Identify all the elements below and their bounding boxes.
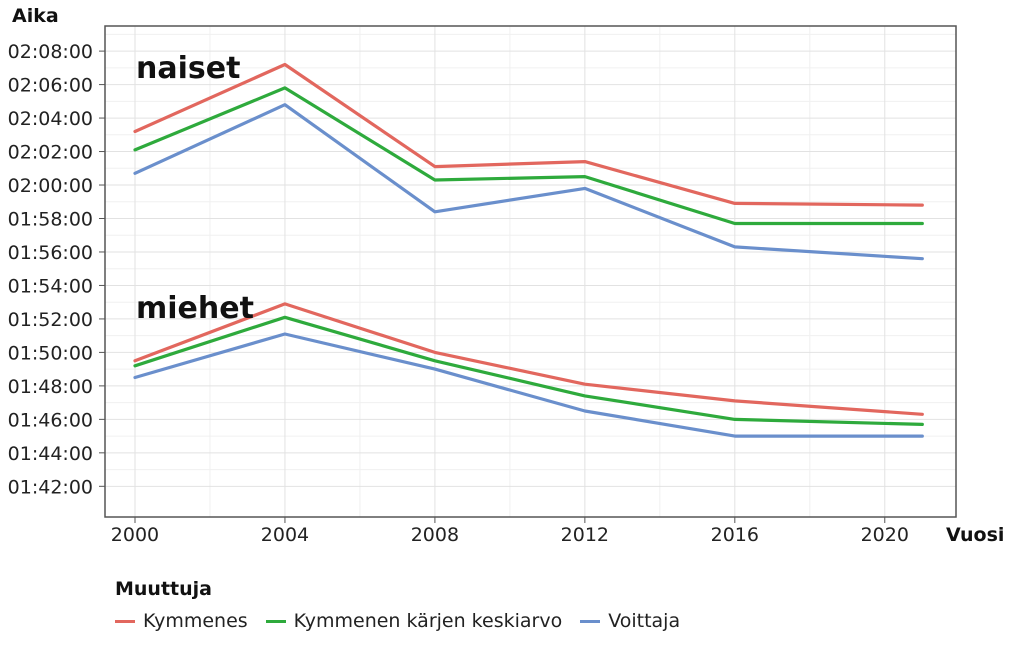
legend: Muuttuja Kymmenes Kymmenen kärjen keskia… bbox=[115, 578, 698, 632]
legend-swatch-keskiarvo bbox=[265, 619, 286, 623]
legend-swatch-voittaja bbox=[580, 619, 601, 623]
x-tick-label: 2008 bbox=[411, 524, 459, 546]
legend-item-voittaja: Voittaja bbox=[580, 610, 680, 632]
y-tick-label: 01:48:00 bbox=[8, 376, 93, 398]
legend-items: Kymmenes Kymmenen kärjen keskiarvo Voitt… bbox=[115, 610, 698, 632]
series-layer bbox=[133, 62, 924, 438]
x-axis-title: Vuosi bbox=[946, 524, 1004, 546]
x-tick-label: 2000 bbox=[111, 524, 159, 546]
x-tick-label: 2004 bbox=[261, 524, 309, 546]
legend-item-keskiarvo: Kymmenen kärjen keskiarvo bbox=[265, 610, 563, 632]
legend-label-kymmenes: Kymmenes bbox=[143, 610, 248, 632]
legend-item-kymmenes: Kymmenes bbox=[115, 610, 248, 632]
plot-area-frame bbox=[104, 25, 957, 518]
y-tick-label: 02:00:00 bbox=[8, 175, 93, 197]
series-line-naiset-kymmenes bbox=[133, 62, 924, 207]
legend-label-keskiarvo: Kymmenen kärjen keskiarvo bbox=[293, 610, 563, 632]
y-tick-label: 01:44:00 bbox=[8, 443, 93, 465]
y-tick-label: 01:52:00 bbox=[8, 309, 93, 331]
legend-swatch-kymmenes bbox=[115, 619, 135, 623]
y-axis-title: Aika bbox=[12, 5, 59, 27]
x-tick-label: 2016 bbox=[711, 524, 759, 546]
y-tick-label: 01:42:00 bbox=[8, 476, 93, 498]
y-tick-label: 01:54:00 bbox=[8, 275, 93, 297]
group-label-miehet: miehet bbox=[136, 291, 254, 326]
y-tick-label: 01:56:00 bbox=[8, 242, 93, 264]
series-line-miehet-kymmenes bbox=[133, 302, 924, 416]
legend-label-voittaja: Voittaja bbox=[608, 610, 681, 632]
y-tick-label: 02:02:00 bbox=[8, 142, 93, 164]
y-tick-label: 02:08:00 bbox=[8, 41, 93, 63]
y-tick-label: 02:04:00 bbox=[8, 108, 93, 130]
series-line-miehet-voittaja bbox=[133, 332, 924, 438]
x-tick-label: 2020 bbox=[861, 524, 909, 546]
group-label-naiset: naiset bbox=[136, 51, 240, 86]
series-line-miehet-kymmenen bbox=[133, 315, 924, 426]
axis-layer: 01:42:00 01:44:00 01:46:00 01:48:00 01:50:00… bbox=[8, 41, 909, 546]
legend-title: Muuttuja bbox=[115, 578, 212, 600]
x-tick-label: 2012 bbox=[561, 524, 609, 546]
series-line-naiset-kymmenen bbox=[133, 86, 924, 226]
y-tick-label: 02:06:00 bbox=[8, 75, 93, 97]
grid-layer bbox=[105, 26, 956, 517]
y-tick-label: 01:50:00 bbox=[8, 342, 93, 364]
y-tick-label: 01:46:00 bbox=[8, 409, 93, 431]
series-line-naiset-voittaja bbox=[133, 103, 924, 261]
y-tick-label: 01:58:00 bbox=[8, 208, 93, 230]
